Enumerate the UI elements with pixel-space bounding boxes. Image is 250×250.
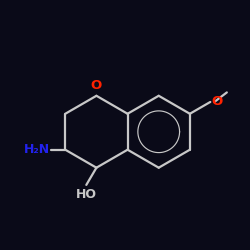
Text: O: O bbox=[91, 79, 102, 92]
Text: O: O bbox=[212, 96, 223, 108]
Text: HO: HO bbox=[76, 188, 97, 201]
Text: H₂N: H₂N bbox=[24, 143, 50, 156]
